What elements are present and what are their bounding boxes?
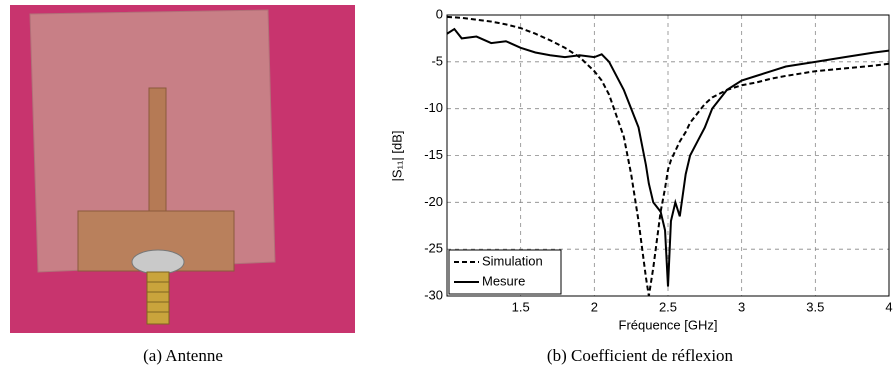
x-tick-label: 2.5 — [659, 299, 677, 314]
caption: (b) Coefficient de réflexion — [547, 346, 734, 365]
caption: (a) Antenne — [143, 346, 223, 365]
antenna-photo — [10, 5, 355, 333]
x-tick-label: 3.5 — [806, 299, 824, 314]
x-axis-label: Fréquence [GHz] — [619, 317, 718, 332]
x-tick-label: 1.5 — [512, 299, 530, 314]
series-line — [446, 27, 890, 287]
x-tick-label: 3 — [738, 299, 745, 314]
legend-label: Mesure — [482, 273, 525, 288]
plot-frame — [446, 14, 890, 297]
y-tick-label: -30 — [424, 287, 443, 302]
legend-label: Simulation — [482, 253, 543, 268]
y-tick-label: -20 — [424, 194, 443, 209]
y-tick-label: -15 — [424, 147, 443, 162]
y-tick-label: -25 — [424, 241, 443, 256]
x-tick-label: 4 — [885, 299, 892, 314]
y-tick-label: -10 — [424, 100, 443, 115]
x-tick-label: 2 — [591, 299, 598, 314]
series-line — [446, 15, 890, 297]
y-tick-label: -5 — [431, 53, 443, 68]
y-tick-label: 0 — [436, 6, 443, 21]
y-axis-label: |S₁₁| [dB] — [389, 131, 404, 182]
legend — [448, 249, 562, 295]
